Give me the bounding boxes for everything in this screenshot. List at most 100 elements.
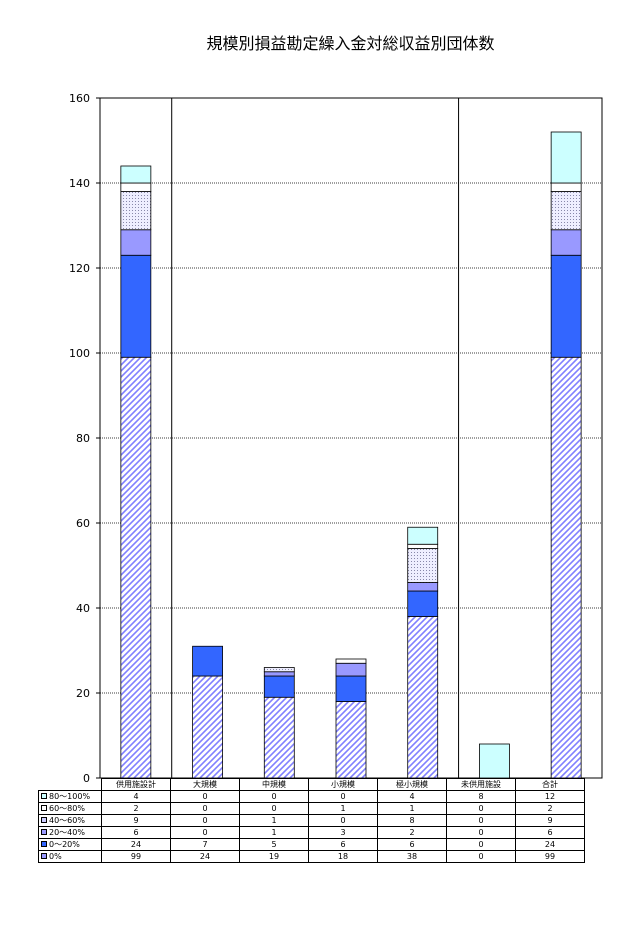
bar-segment [550, 254, 582, 358]
legend-swatch [41, 817, 47, 823]
table-value: 0 [446, 838, 516, 851]
table-value: 18 [308, 850, 378, 863]
table-value: 0 [308, 814, 378, 827]
table-row: 60～80% 2 0 0 1 1 0 2 [38, 802, 585, 815]
bar-segment [263, 667, 295, 673]
table-value: 9 [515, 814, 585, 827]
table-value: 9 [101, 814, 171, 827]
bar-segment [120, 229, 152, 256]
table-value: 1 [239, 814, 309, 827]
table-value: 2 [377, 826, 447, 839]
table-value: 24 [515, 838, 585, 851]
y-tick-label: 120 [69, 262, 90, 275]
legend-swatch [41, 793, 47, 799]
table-value: 0 [446, 814, 516, 827]
table-value: 0 [446, 850, 516, 863]
bar-segment [407, 543, 439, 549]
table-value: 6 [377, 838, 447, 851]
bar-segment [479, 743, 510, 779]
table-value: 6 [308, 838, 378, 851]
legend-swatch [41, 805, 47, 811]
legend-entry: 60～80% [38, 802, 102, 815]
bar-segment [335, 701, 367, 779]
table-row: 0～20% 24 7 5 6 6 0 24 [38, 838, 585, 851]
table-value: 99 [515, 850, 585, 863]
table-category-label: 極小規模 [377, 778, 447, 791]
bar-segment [550, 191, 582, 231]
table-category-label: 供用施設計 [101, 778, 171, 791]
legend-label: 0～20% [49, 839, 80, 849]
table-value: 99 [101, 850, 171, 863]
bar-segment [263, 696, 295, 779]
y-tick-label: 40 [76, 602, 90, 615]
bar-segment [407, 590, 439, 617]
table-value: 24 [101, 838, 171, 851]
table-value: 0 [170, 802, 240, 815]
table-row: 0% 99 24 19 18 38 0 99 [38, 850, 585, 863]
bar-segment [407, 582, 439, 592]
bar-segment [120, 191, 152, 231]
legend-entry: 40～60% [38, 814, 102, 827]
table-value: 12 [515, 790, 585, 803]
table-value: 24 [170, 850, 240, 863]
y-tick-label: 20 [76, 687, 90, 700]
table-value: 2 [515, 802, 585, 815]
table-category-label: 未供用施設 [446, 778, 516, 791]
legend-entry: 0% [38, 850, 102, 863]
table-row: 20～40% 6 0 1 3 2 0 6 [38, 826, 585, 839]
bar-segment [550, 356, 582, 779]
bar-segment [120, 356, 152, 779]
table-value: 7 [170, 838, 240, 851]
table-value: 5 [239, 838, 309, 851]
legend-entry: 20～40% [38, 826, 102, 839]
table-value: 6 [515, 826, 585, 839]
table-value: 0 [170, 814, 240, 827]
data-table: 供用施設計 大規模 中規模 小規模 極小規模 未供用施設 合計 80～100% 4 0 0 0 4 8 1… [38, 778, 585, 863]
legend-label: 40～60% [49, 815, 85, 825]
table-value: 38 [377, 850, 447, 863]
y-tick-label: 160 [69, 92, 90, 105]
table-value: 4 [101, 790, 171, 803]
table-row: 40～60% 9 0 1 0 8 0 9 [38, 814, 585, 827]
table-category-label: 大規模 [170, 778, 240, 791]
y-tick-label: 80 [76, 432, 90, 445]
table-value: 0 [446, 802, 516, 815]
legend-label: 60～80% [49, 803, 85, 813]
bar-segment [335, 662, 367, 677]
legend-entry: 0～20% [38, 838, 102, 851]
legend-swatch [41, 829, 47, 835]
table-value: 0 [170, 790, 240, 803]
bar-segment [263, 675, 295, 698]
table-row: 80～100% 4 0 0 0 4 8 12 [38, 790, 585, 803]
table-value: 2 [101, 802, 171, 815]
legend-entry: 80～100% [38, 790, 102, 803]
table-value: 0 [446, 826, 516, 839]
bar-segment [263, 671, 295, 677]
table-value: 3 [308, 826, 378, 839]
table-value: 0 [308, 790, 378, 803]
bar-segment [335, 675, 367, 702]
table-value: 1 [308, 802, 378, 815]
table-value: 19 [239, 850, 309, 863]
bar-segment [120, 165, 152, 184]
table-value: 0 [239, 790, 309, 803]
bar-segment [550, 131, 582, 184]
bar-segment [550, 229, 582, 256]
table-value: 6 [101, 826, 171, 839]
bar-segment [407, 616, 439, 779]
bar-segment [120, 182, 152, 192]
y-tick-label: 100 [69, 347, 90, 360]
bar-segment [335, 658, 367, 664]
y-tick-label: 140 [69, 177, 90, 190]
table-category-label: 小規模 [308, 778, 378, 791]
bar-segment [120, 254, 152, 358]
table-value: 4 [377, 790, 447, 803]
table-category-label: 合計 [515, 778, 585, 791]
table-corner [38, 778, 102, 791]
table-value: 1 [239, 826, 309, 839]
legend-label: 80～100% [49, 791, 91, 801]
legend-swatch [41, 841, 47, 847]
table-value: 0 [239, 802, 309, 815]
legend-label: 20～40% [49, 827, 85, 837]
table-value: 8 [377, 814, 447, 827]
